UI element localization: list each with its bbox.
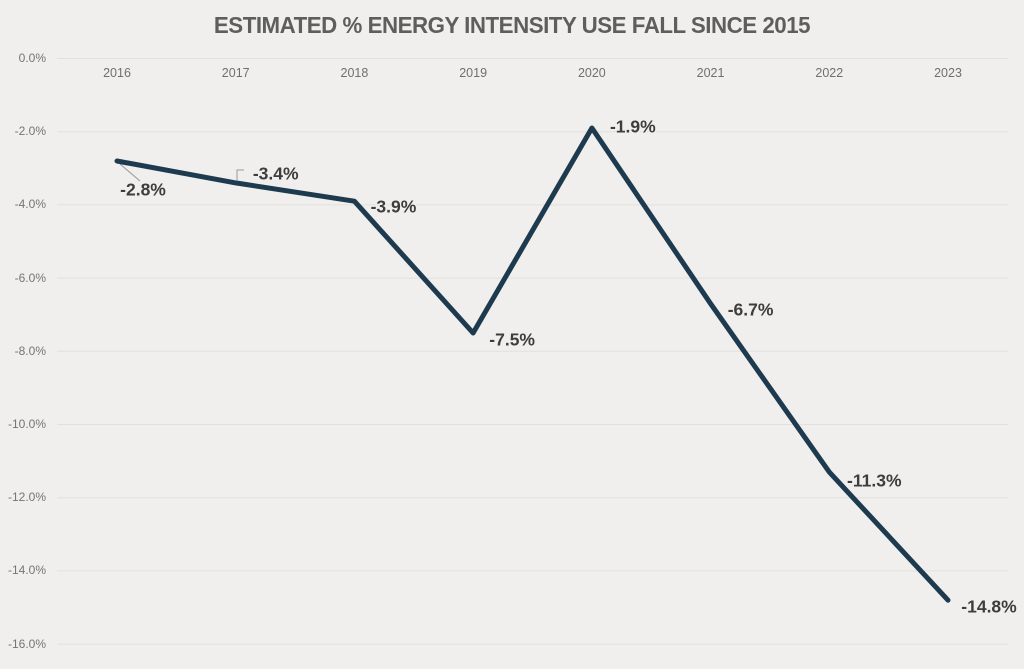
y-tick-label: -2.0% bbox=[14, 124, 46, 139]
x-tick-label: 2023 bbox=[934, 66, 962, 80]
y-tick-label: -6.0% bbox=[14, 270, 46, 285]
y-tick-label: -4.0% bbox=[14, 197, 46, 212]
y-tick-label: -14.0% bbox=[7, 563, 46, 578]
data-label: -7.5% bbox=[489, 329, 535, 350]
data-label: -1.9% bbox=[609, 116, 656, 137]
x-tick-label: 2017 bbox=[221, 66, 250, 80]
chart-title: ESTIMATED % ENERGY INTENSITY USE FALL SI… bbox=[213, 12, 811, 38]
x-tick-label: 2021 bbox=[696, 66, 725, 80]
x-tick-label: 2019 bbox=[459, 66, 488, 80]
leader-line bbox=[236, 169, 244, 180]
x-tick-label: 2022 bbox=[815, 66, 844, 80]
data-label: -14.8% bbox=[961, 596, 1017, 617]
x-tick-label: 2016 bbox=[103, 66, 131, 80]
data-label: -2.8% bbox=[120, 179, 166, 200]
data-label: -6.7% bbox=[727, 299, 774, 320]
data-label: -3.9% bbox=[370, 196, 417, 217]
data-label: -11.3% bbox=[847, 470, 902, 491]
y-tick-label: -12.0% bbox=[7, 490, 46, 505]
y-tick-label: 0.0% bbox=[18, 51, 46, 65]
x-tick-label: 2018 bbox=[340, 66, 369, 80]
y-tick-label: -10.0% bbox=[7, 417, 46, 431]
series-line bbox=[114, 125, 951, 603]
y-tick-label: -8.0% bbox=[14, 343, 46, 358]
leader-line bbox=[119, 163, 141, 182]
y-tick-label: -16.0% bbox=[7, 636, 46, 651]
x-tick-label: 2020 bbox=[577, 66, 606, 80]
data-label: -3.4% bbox=[252, 163, 299, 184]
